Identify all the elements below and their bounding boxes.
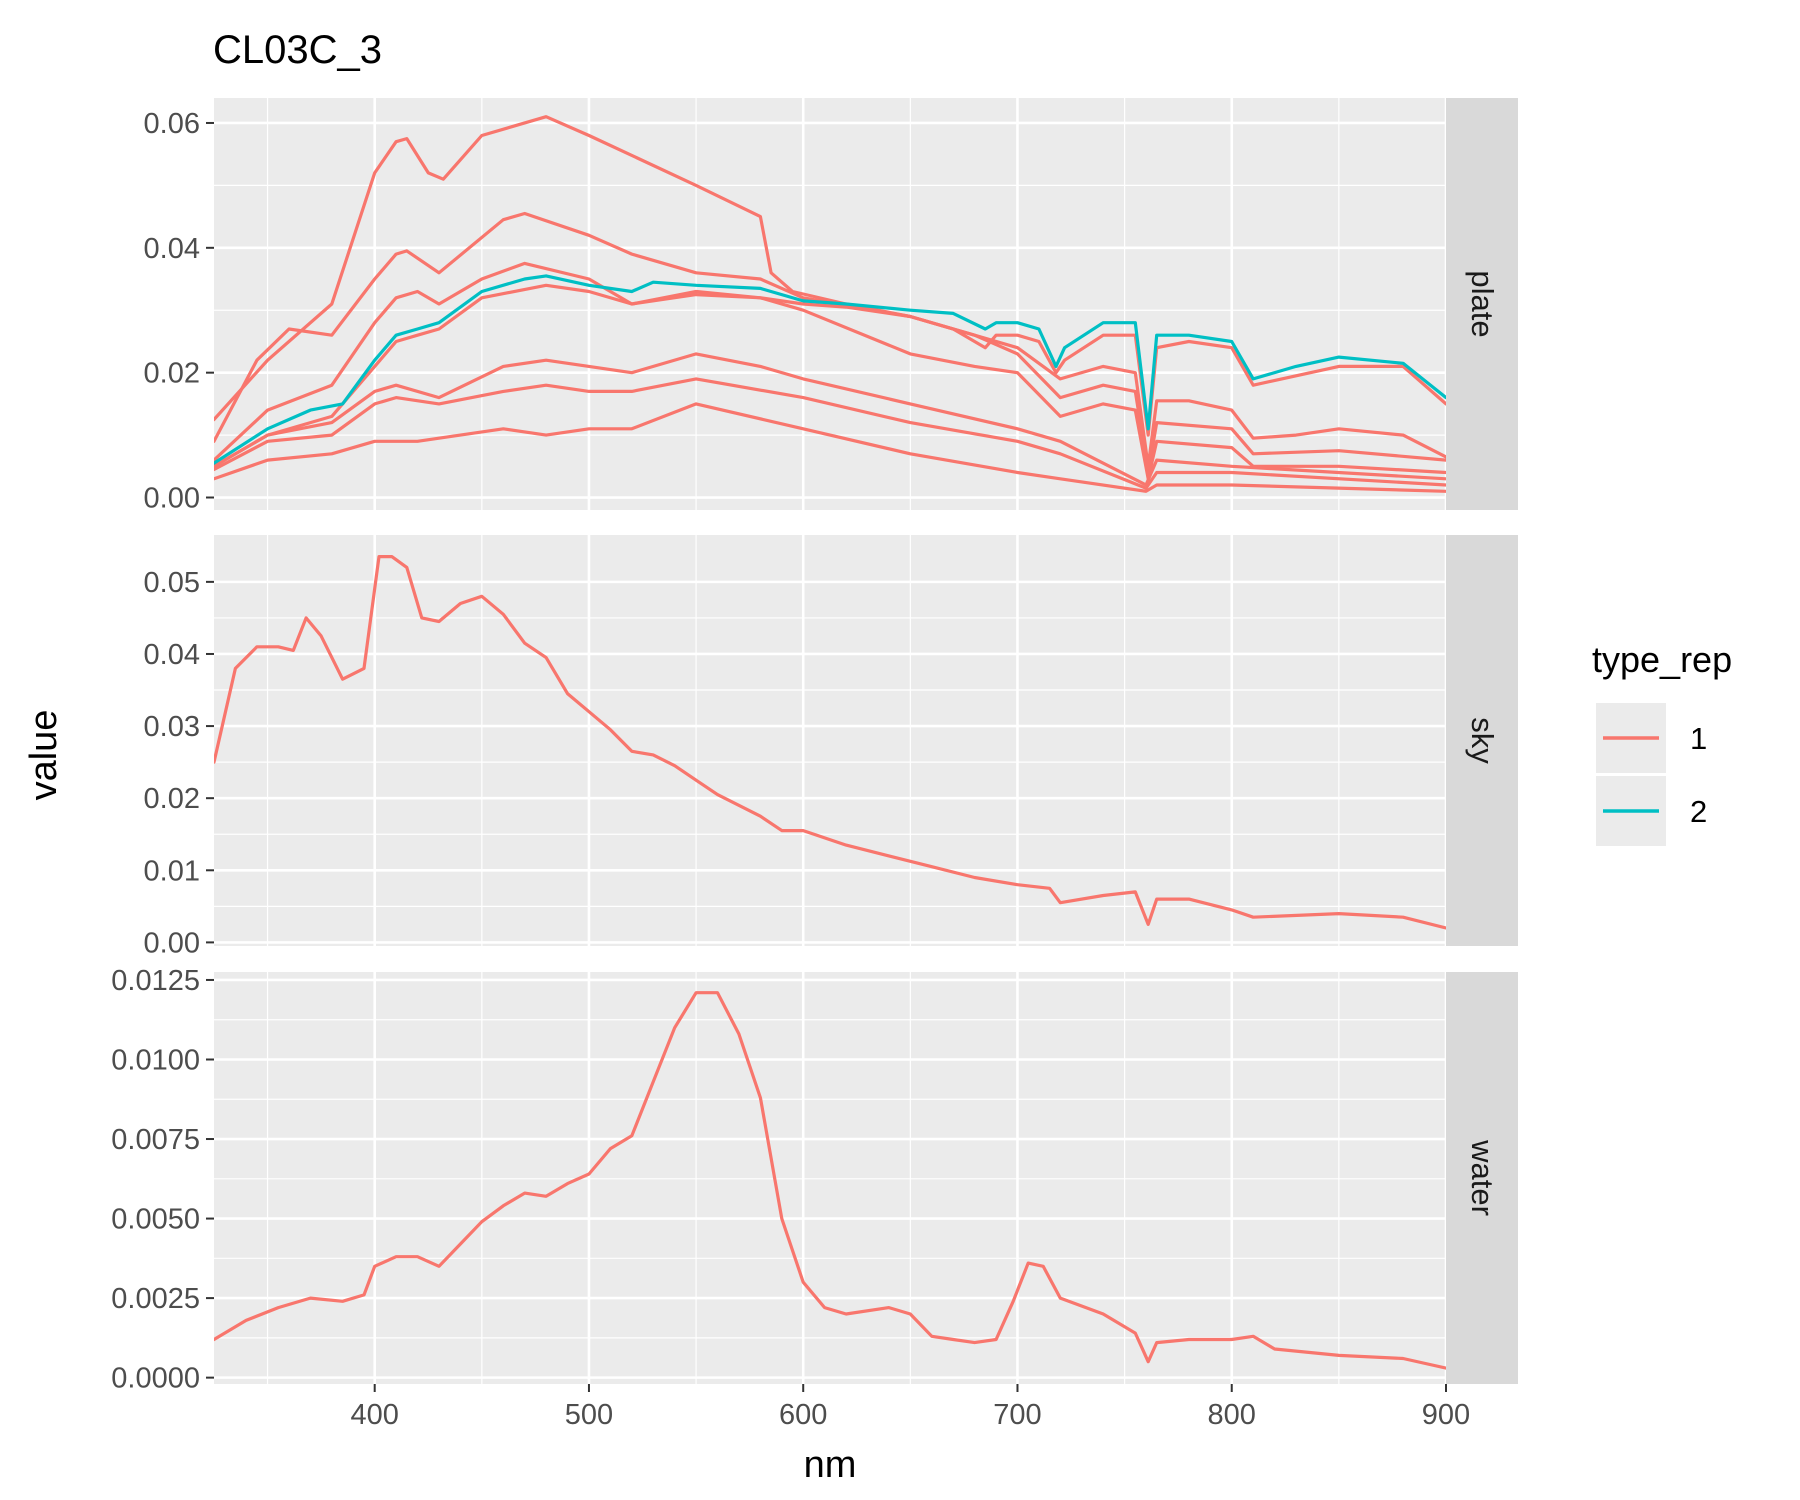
y-tick-label: 0.00 <box>144 483 200 515</box>
series-line <box>214 211 1446 475</box>
facet-strip-label: water <box>1465 1139 1500 1216</box>
series-line <box>214 352 1446 487</box>
y-tick-label: 0.00 <box>144 927 200 959</box>
facet-strip <box>1446 535 1518 946</box>
y-tick-label: 0.0100 <box>111 1044 200 1076</box>
panel-background <box>214 972 1446 1384</box>
x-tick-label: 600 <box>779 1399 827 1431</box>
x-tick-label: 400 <box>351 1399 399 1431</box>
y-tick-label: 0.01 <box>144 855 200 887</box>
y-tick-label: 0.03 <box>144 711 200 743</box>
series-group <box>214 991 1446 1370</box>
series-line <box>214 283 1446 468</box>
y-tick-label: 0.04 <box>144 639 200 671</box>
series-line <box>214 991 1446 1370</box>
series-line <box>214 555 1446 930</box>
facet-panels: 0.000.020.040.06plate0.000.010.020.030.0… <box>111 98 1518 1395</box>
series-group <box>214 555 1446 930</box>
y-tick-label: 0.02 <box>144 358 200 390</box>
x-tick-label: 800 <box>1208 1399 1256 1431</box>
panel-background <box>214 535 1446 946</box>
series-line <box>214 402 1446 493</box>
y-tick-label: 0.04 <box>144 233 200 265</box>
x-axis: 400 500 600 700 800 900 <box>351 1384 1470 1431</box>
legend-item-label: 2 <box>1690 794 1707 829</box>
chart-title: CL03C_3 <box>213 28 382 72</box>
facet-panel-plate: 0.00 0.02 0.04 0.06 plate <box>144 98 1518 515</box>
x-axis-label: nm <box>804 1444 857 1486</box>
facet-strip-label: plate <box>1465 270 1500 337</box>
series-line <box>214 377 1446 490</box>
series-line <box>214 261 1446 481</box>
y-tick-label: 0.0025 <box>111 1283 200 1315</box>
y-tick-label: 0.02 <box>144 783 200 815</box>
y-tick-label: 0.0125 <box>111 965 200 997</box>
y-tick-label: 0.05 <box>144 567 200 599</box>
series-group <box>214 115 1446 493</box>
facet-panel-water: 0.0000 0.0025 0.0050 0.0075 0.0100 0.0125 wate… <box>111 965 1518 1395</box>
legend-item-label: 1 <box>1690 721 1707 756</box>
series-line <box>214 274 1446 465</box>
x-tick-label: 900 <box>1422 1399 1470 1431</box>
legend: type_rep 1 2 <box>1592 639 1732 846</box>
facet-strip <box>1446 98 1518 510</box>
y-tick-label: 0.0050 <box>111 1204 200 1236</box>
x-tick-label: 500 <box>565 1399 613 1431</box>
facet-strip-label: sky <box>1465 717 1500 764</box>
facet-panel-sky: 0.00 0.01 0.02 0.03 0.04 0.05 sky <box>144 535 1518 959</box>
legend-title: type_rep <box>1592 639 1732 680</box>
y-tick-label: 0.0075 <box>111 1124 200 1156</box>
x-tick-label: 700 <box>993 1399 1041 1431</box>
facet-strip <box>1446 972 1518 1384</box>
y-tick-label: 0.06 <box>144 108 200 140</box>
y-axis-label: value <box>23 710 65 801</box>
y-tick-label: 0.0000 <box>111 1363 200 1395</box>
